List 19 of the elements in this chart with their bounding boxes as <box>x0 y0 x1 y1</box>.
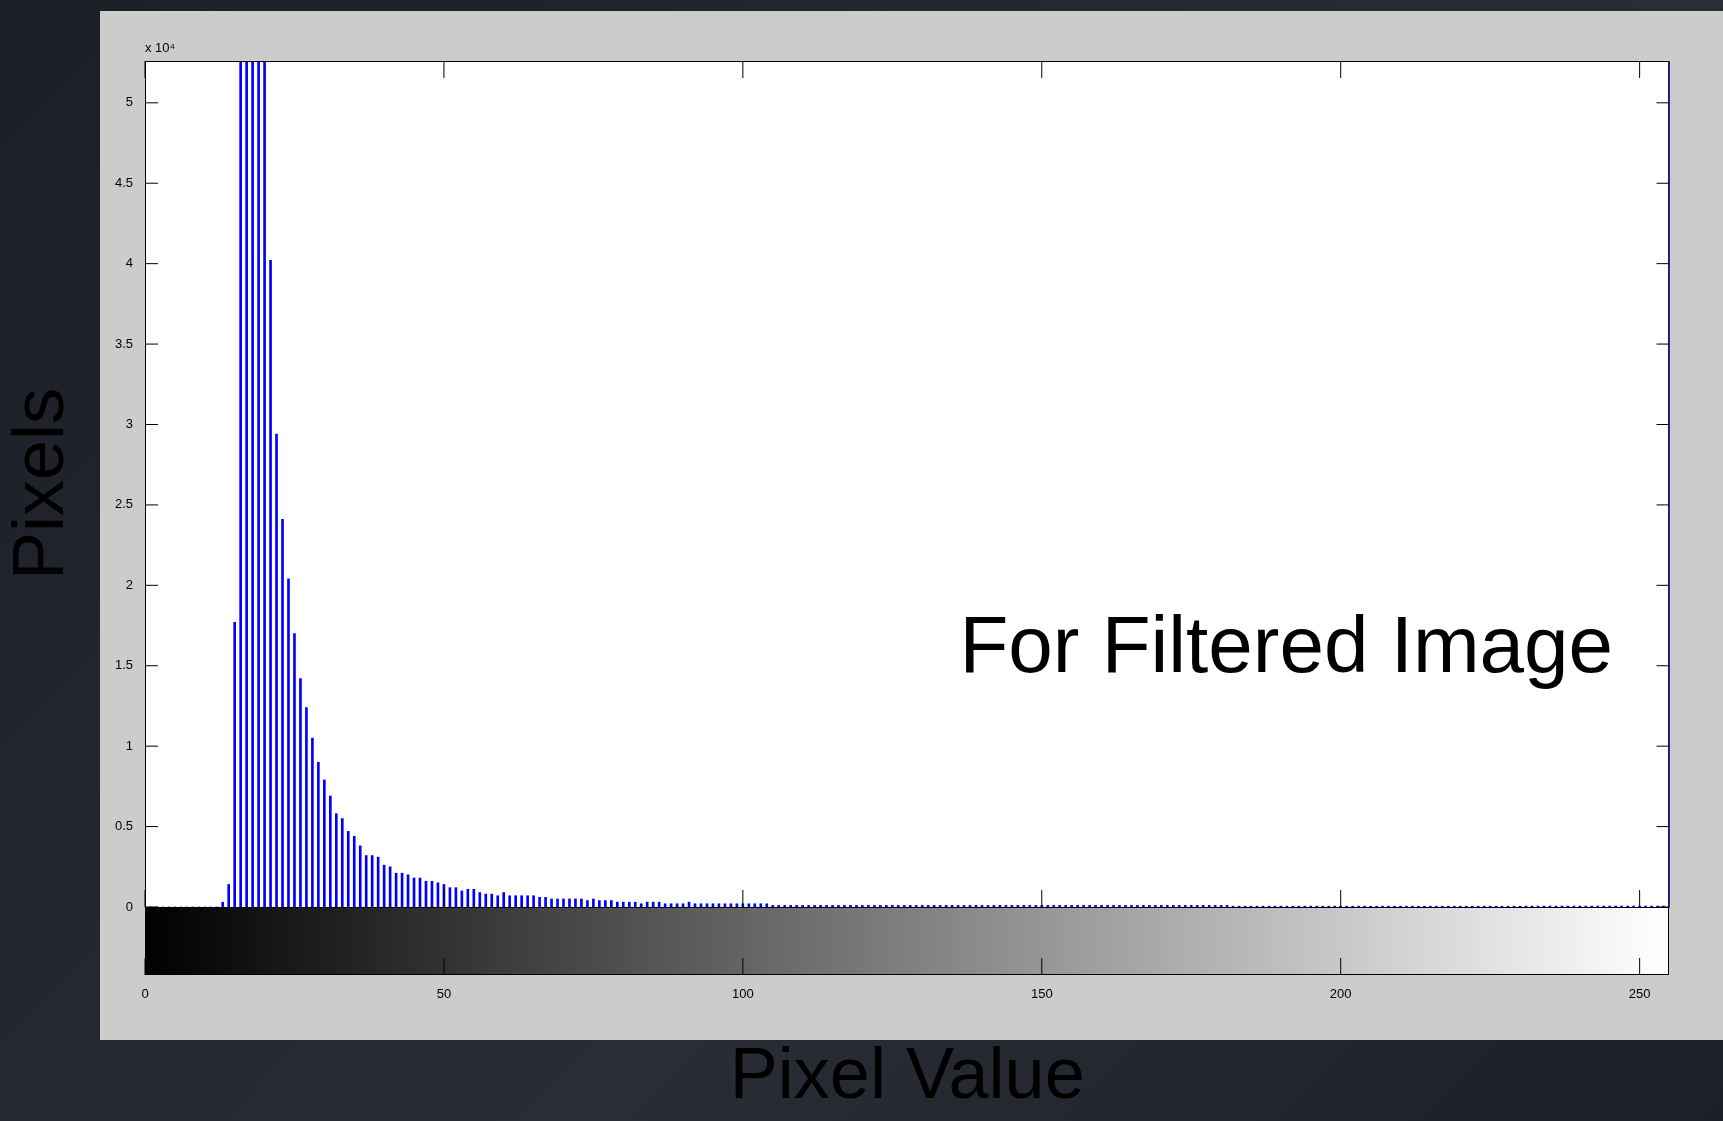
y-tick-label: 5 <box>125 94 133 110</box>
annotation: For Filtered Image <box>959 600 1613 690</box>
text: x 10⁴ <box>145 40 176 56</box>
x-tick-label: 250 <box>1628 986 1651 1002</box>
y-tick-label: 0.5 <box>114 818 133 834</box>
x-tick-label: 200 <box>1329 986 1352 1002</box>
y-tick-label: 1.5 <box>114 657 133 673</box>
y-tick-label: 1 <box>125 737 133 753</box>
y-tick-label: 0 <box>125 898 133 914</box>
y-tick-label: 2 <box>125 576 133 592</box>
x-tick-label: 0 <box>141 986 149 1002</box>
y-tick-label: 4.5 <box>114 174 133 190</box>
x-tick-label: 150 <box>1030 986 1053 1002</box>
x-tick-label: 50 <box>436 986 452 1002</box>
x-tick-label: 100 <box>732 986 754 1002</box>
y-tick-label: 3 <box>125 416 133 432</box>
y-tick-label: 4 <box>125 255 133 271</box>
y-tick-label: 3.5 <box>114 335 133 351</box>
y-tick-label: 2.5 <box>114 496 133 512</box>
